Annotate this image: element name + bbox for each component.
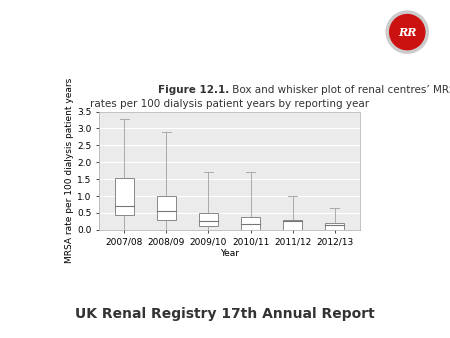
Text: Box and whisker plot of renal centres’ MRSA: Box and whisker plot of renal centres’ M… bbox=[230, 85, 450, 95]
X-axis label: Year: Year bbox=[220, 249, 239, 258]
Bar bbox=[241, 217, 260, 230]
Bar bbox=[157, 196, 176, 220]
Circle shape bbox=[390, 15, 425, 50]
Text: rates per 100 dialysis patient years by reporting year: rates per 100 dialysis patient years by … bbox=[90, 99, 369, 109]
Circle shape bbox=[386, 11, 428, 53]
Bar bbox=[115, 178, 134, 215]
Text: RR: RR bbox=[398, 27, 417, 38]
Bar bbox=[325, 223, 344, 230]
Text: Figure 12.1.: Figure 12.1. bbox=[158, 85, 230, 95]
Y-axis label: MRSA rate per 100 dialysis patient years: MRSA rate per 100 dialysis patient years bbox=[65, 78, 74, 263]
Bar bbox=[283, 220, 302, 230]
Bar bbox=[199, 213, 218, 226]
Text: UK Renal Registry 17th Annual Report: UK Renal Registry 17th Annual Report bbox=[75, 307, 375, 321]
